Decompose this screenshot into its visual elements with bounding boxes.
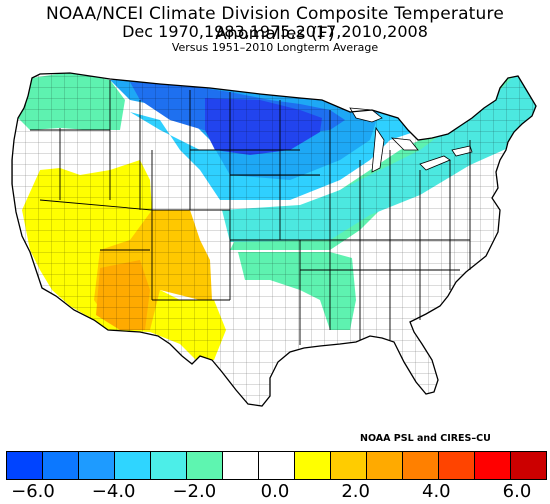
color-swatch-9 [331, 452, 367, 479]
color-swatch-5 [187, 452, 223, 479]
color-swatch-10 [367, 452, 403, 479]
scale-tick-label: −2.0 [172, 481, 217, 502]
scale-tick-label: 0.0 [260, 481, 290, 502]
scale-tick-label: 2.0 [341, 481, 370, 502]
scale-tick-label: 6.0 [502, 481, 532, 502]
great-lakes [349, 107, 473, 173]
color-swatch-2 [79, 452, 115, 479]
data-credit: NOAA PSL and CIRES–CU [360, 433, 491, 444]
color-scale-ticks: −6.0 −4.0 −2.0 0.0 2.0 4.0 6.0 [0, 481, 550, 503]
state-borders [30, 80, 471, 345]
color-swatch-14 [511, 452, 546, 479]
scale-tick-label: −4.0 [91, 481, 136, 502]
color-swatch-8 [295, 452, 331, 479]
map-subtitle-baseline: Versus 1951–2010 Longterm Average [171, 41, 379, 54]
us-outline [11, 72, 537, 407]
us-climate-division-map [11, 72, 537, 407]
map-title: NOAA/NCEI Climate Division Composite Tem… [46, 4, 504, 44]
climate-division-grid [12, 73, 536, 406]
color-swatch-12 [439, 452, 475, 479]
color-swatch-0 [7, 452, 43, 479]
color-swatch-13 [475, 452, 511, 479]
color-swatch-11 [403, 452, 439, 479]
color-swatch-4 [151, 452, 187, 479]
scale-tick-label: −6.0 [11, 481, 55, 502]
color-swatch-7 [259, 452, 295, 479]
scale-tick-label: 4.0 [422, 481, 451, 502]
map-subtitle-years: Dec 1970,1983,1975,2017,2010,2008 [122, 22, 428, 41]
color-swatch-6 [223, 452, 259, 479]
anomaly-regions [12, 73, 536, 406]
color-scale-bar [6, 451, 547, 480]
color-swatch-1 [43, 452, 79, 479]
color-swatch-3 [115, 452, 151, 479]
